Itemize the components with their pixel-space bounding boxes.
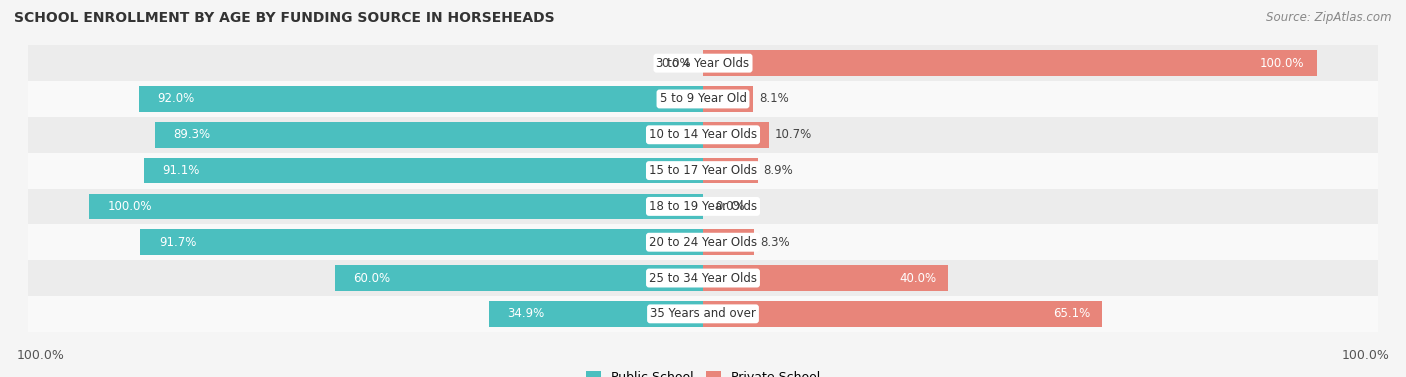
Bar xyxy=(28,188,1378,224)
Bar xyxy=(141,229,703,255)
Text: 18 to 19 Year Olds: 18 to 19 Year Olds xyxy=(650,200,756,213)
Bar xyxy=(703,86,752,112)
Bar xyxy=(28,153,1378,188)
Bar xyxy=(155,122,703,148)
Bar xyxy=(139,86,703,112)
Text: 100.0%: 100.0% xyxy=(17,349,65,362)
Text: 20 to 24 Year Olds: 20 to 24 Year Olds xyxy=(650,236,756,249)
Text: 40.0%: 40.0% xyxy=(898,271,936,285)
Bar xyxy=(703,122,769,148)
Text: Source: ZipAtlas.com: Source: ZipAtlas.com xyxy=(1267,11,1392,24)
Text: 10 to 14 Year Olds: 10 to 14 Year Olds xyxy=(650,128,756,141)
Text: 8.1%: 8.1% xyxy=(759,92,789,106)
Text: 92.0%: 92.0% xyxy=(157,92,194,106)
Text: 91.1%: 91.1% xyxy=(163,164,200,177)
Bar xyxy=(703,158,758,184)
Text: 3 to 4 Year Olds: 3 to 4 Year Olds xyxy=(657,57,749,70)
Text: 8.3%: 8.3% xyxy=(761,236,790,249)
Legend: Public School, Private School: Public School, Private School xyxy=(581,366,825,377)
Text: 34.9%: 34.9% xyxy=(508,307,544,320)
Bar xyxy=(28,81,1378,117)
Text: 100.0%: 100.0% xyxy=(1341,349,1389,362)
Text: 100.0%: 100.0% xyxy=(1260,57,1305,70)
Text: 10.7%: 10.7% xyxy=(775,128,813,141)
Bar xyxy=(28,260,1378,296)
Bar xyxy=(703,265,949,291)
Bar xyxy=(28,296,1378,332)
Text: 65.1%: 65.1% xyxy=(1053,307,1090,320)
Bar xyxy=(143,158,703,184)
Text: 15 to 17 Year Olds: 15 to 17 Year Olds xyxy=(650,164,756,177)
Text: 60.0%: 60.0% xyxy=(353,271,391,285)
Text: 91.7%: 91.7% xyxy=(159,236,197,249)
Text: SCHOOL ENROLLMENT BY AGE BY FUNDING SOURCE IN HORSEHEADS: SCHOOL ENROLLMENT BY AGE BY FUNDING SOUR… xyxy=(14,11,555,25)
Bar xyxy=(703,229,754,255)
Bar xyxy=(335,265,703,291)
Bar xyxy=(28,117,1378,153)
Bar xyxy=(28,45,1378,81)
Text: 89.3%: 89.3% xyxy=(173,128,211,141)
Text: 35 Years and over: 35 Years and over xyxy=(650,307,756,320)
Text: 25 to 34 Year Olds: 25 to 34 Year Olds xyxy=(650,271,756,285)
Bar xyxy=(703,50,1316,76)
Text: 0.0%: 0.0% xyxy=(661,57,690,70)
Bar xyxy=(489,301,703,327)
Bar xyxy=(90,193,703,219)
Text: 100.0%: 100.0% xyxy=(108,200,152,213)
Text: 5 to 9 Year Old: 5 to 9 Year Old xyxy=(659,92,747,106)
Text: 0.0%: 0.0% xyxy=(716,200,745,213)
Bar xyxy=(703,301,1102,327)
Bar xyxy=(28,224,1378,260)
Text: 8.9%: 8.9% xyxy=(763,164,793,177)
